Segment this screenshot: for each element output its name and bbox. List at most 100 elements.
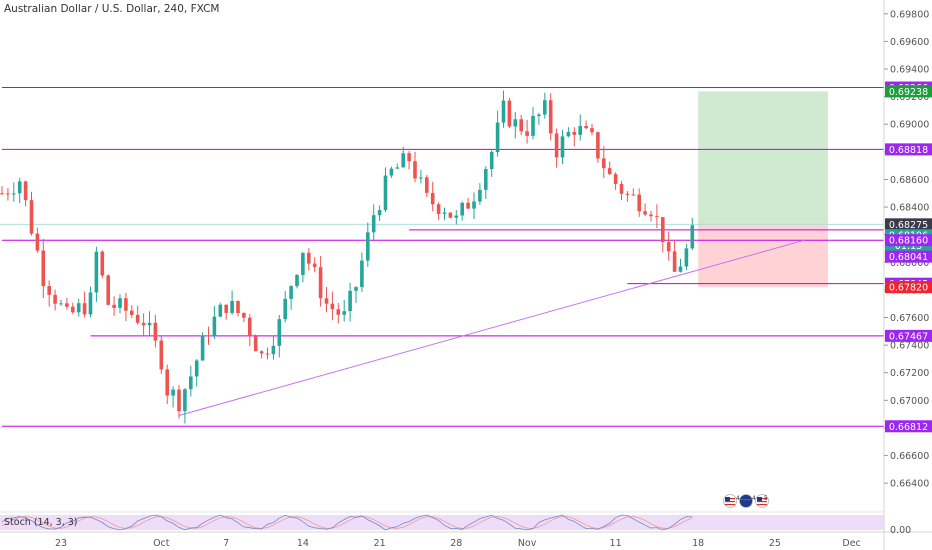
y-tick-label: 0.67400 [890,341,929,352]
y-tick-label: 0.67600 [890,313,929,324]
chart-title: Australian Dollar / U.S. Dollar, 240, FX… [4,3,220,15]
candle-body [259,351,264,354]
candle-body [548,100,553,134]
candle-body [448,212,453,218]
candle-body [76,303,81,313]
candle-body [430,192,435,205]
candle-body [271,345,276,355]
candle-body [253,336,258,352]
candle-body [283,298,287,320]
candle-body [277,319,282,346]
x-tick-label: 28 [450,538,462,549]
candle-body [135,314,140,323]
candle-body [265,353,270,355]
target-zone[interactable] [698,91,828,225]
candle-body [82,303,87,315]
stochastic-label: Stoch (14, 3, 3) [4,517,78,528]
price-label-text: 0.66812 [889,422,928,433]
price-label-text: 0.68275 [889,220,928,231]
candle-body [519,119,523,132]
candle-body [619,183,624,194]
price-label-text: 0.69238 [889,87,928,98]
candle-body [419,177,423,179]
us-flag-icon[interactable] [755,494,769,508]
candle-body [507,100,512,127]
candle-body [23,181,28,201]
candle-body [230,300,234,313]
price-label-level: 0.66812 [885,420,932,433]
osc-axis-label: 0.00 [890,525,911,536]
candle-body [590,128,594,133]
candle-body [602,158,606,169]
x-tick-label: Dec [842,538,860,549]
candle-body [35,233,40,251]
candle-body [206,335,211,337]
candle-body [554,133,559,158]
candle-body [159,340,164,370]
candle-body [0,193,4,195]
candle-body [401,153,405,168]
candle-body [200,335,205,361]
candle-body [607,168,612,175]
candle-body [59,303,63,305]
candle-body [578,125,582,135]
candle-body [301,252,305,275]
candle-body [560,136,565,158]
candle-body [478,189,482,202]
x-tick-label: 18 [692,538,704,549]
candle-body [318,267,323,299]
y-tick-label: 0.69200 [890,92,929,103]
event-count: 4 [752,495,756,502]
candle-body [118,298,122,308]
candle-body [460,202,464,216]
au-flag-icon[interactable] [739,494,753,508]
candle-body [218,304,223,317]
y-tick-label: 0.66400 [890,479,929,490]
trend-line-layer[interactable] [178,239,805,416]
long-position-tool[interactable] [698,91,828,288]
candle-body [94,251,99,293]
candle-body [649,214,653,217]
y-tick-label: 0.68400 [890,203,929,214]
y-tick-label: 0.67000 [890,396,929,407]
candle-body [71,306,75,313]
stop-zone[interactable] [698,224,828,288]
candle-body [371,215,376,233]
candle-body [684,248,689,267]
candle-body [389,168,394,176]
stoch-d-line [1,516,693,529]
horizontal-levels[interactable] [0,87,884,427]
candle-body [436,204,441,214]
candle-body [501,100,506,123]
price-label-level: 0.68818 [885,143,932,156]
x-tick-label: 25 [769,538,781,549]
candle-body [584,125,588,129]
candle-body [348,290,352,312]
x-tick-label: Oct [153,538,170,549]
candle-body [112,304,116,308]
candle-body [236,300,240,314]
candle-body [312,263,317,268]
price-label-text: 0.67467 [889,331,928,342]
candle-body [88,292,93,315]
price-label-last: 0.68275 [885,218,932,231]
trend-line[interactable] [178,239,805,416]
y-tick-label: 0.67200 [890,368,929,379]
price-label-text: 0.68160 [889,236,928,247]
us-flag-icon[interactable] [723,494,737,508]
y-tick-label: 0.66600 [890,451,929,462]
candle-body [672,251,677,272]
candle-body [53,294,57,304]
candle-body [613,174,618,184]
candle-body [124,298,128,311]
candle-body [631,194,636,196]
economic-events-icons[interactable]: 4 4 5 [722,493,770,509]
candle-body [395,167,400,169]
candle-body [289,286,293,299]
candle-body [130,310,134,315]
candle-body [466,202,470,209]
stochastic-pane [0,514,884,531]
candles [0,90,695,424]
candle-body [366,232,370,261]
